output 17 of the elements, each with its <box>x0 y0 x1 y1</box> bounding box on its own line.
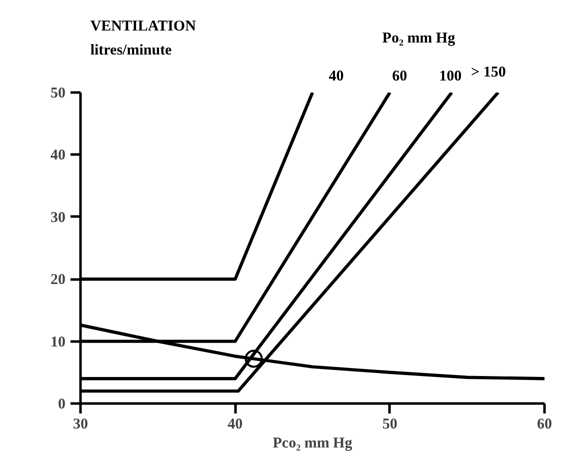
series-label: 60 <box>392 68 408 84</box>
x-tick-label: 50 <box>382 416 398 432</box>
y-tick-label: 0 <box>58 396 66 412</box>
y-tick-label: 10 <box>50 334 66 350</box>
y-tick-label: 40 <box>50 148 66 164</box>
series-label: > 150 <box>471 64 506 80</box>
y-tick-label: 30 <box>50 210 66 226</box>
x-tick-label: 60 <box>537 416 552 432</box>
series-label: 40 <box>328 68 344 84</box>
y-tick-label: 20 <box>50 272 66 288</box>
legend-title: Po₂ mm Hg <box>382 30 456 46</box>
x-tick-label: 40 <box>228 416 243 432</box>
series-label: 100 <box>439 68 462 84</box>
x-tick-label: 30 <box>73 416 88 432</box>
x-axis-title: Pco₂ mm Hg <box>272 436 353 452</box>
y-tick-label: 50 <box>50 86 66 102</box>
y-axis-title: VENTILATION litres/minute <box>90 18 196 58</box>
